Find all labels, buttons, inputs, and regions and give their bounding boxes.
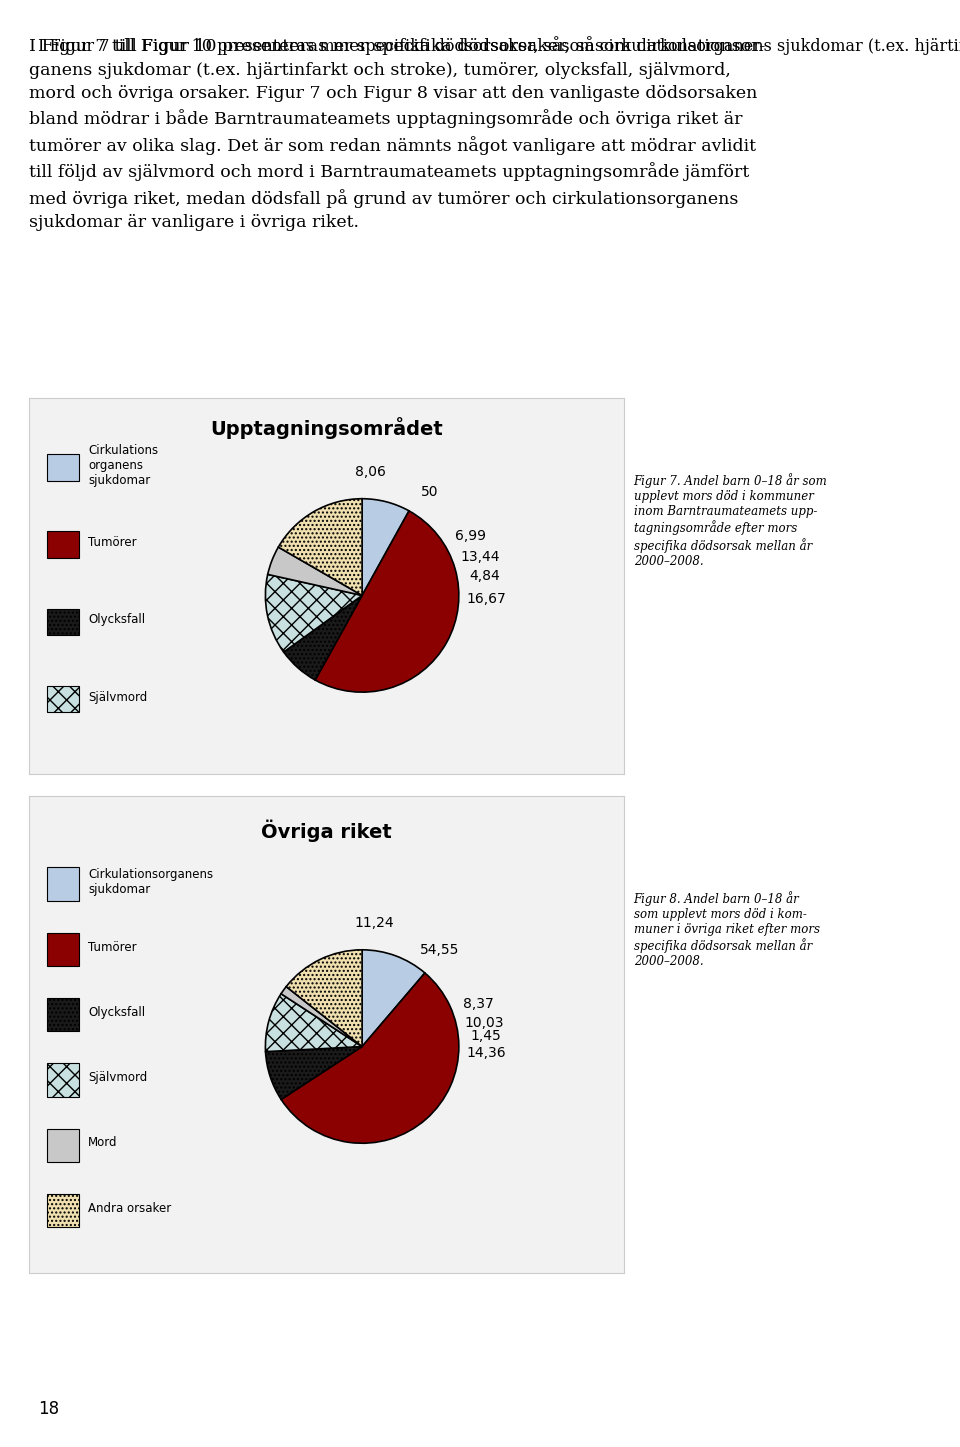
- Text: I Figur 7 till Figur 10 presenteras mer specifika dödsorsaker, såsom cirkulation: I Figur 7 till Figur 10 presenteras mer …: [38, 36, 960, 55]
- Bar: [47, 1064, 80, 1097]
- Text: Övriga riket: Övriga riket: [261, 819, 392, 842]
- Text: 18: 18: [38, 1401, 60, 1418]
- Text: Mord: Mord: [88, 1136, 118, 1149]
- Bar: [47, 686, 80, 712]
- Wedge shape: [281, 972, 459, 1143]
- Text: 11,24: 11,24: [354, 916, 394, 930]
- Text: Tumörer: Tumörer: [88, 537, 137, 550]
- Bar: [47, 609, 80, 635]
- Text: 54,55: 54,55: [420, 942, 459, 956]
- Text: Olycksfall: Olycksfall: [88, 1006, 146, 1019]
- Text: Figur 7. Andel barn 0–18 år som
upplevt mors död i kommuner
inom Barntraumateame: Figur 7. Andel barn 0–18 år som upplevt …: [634, 473, 828, 567]
- Text: 1,45: 1,45: [470, 1029, 501, 1043]
- Text: 13,44: 13,44: [460, 550, 499, 564]
- Text: 10,03: 10,03: [464, 1016, 503, 1030]
- Text: Andra orsaker: Andra orsaker: [88, 1201, 172, 1214]
- Text: Självmord: Självmord: [88, 1071, 148, 1084]
- Bar: [47, 998, 80, 1032]
- Wedge shape: [284, 596, 362, 680]
- Text: 8,37: 8,37: [463, 997, 493, 1011]
- Text: I Figur 7 till Figur 10 presenteras mer specifika dödsorsaker, såsom cirkulation: I Figur 7 till Figur 10 presenteras mer …: [29, 36, 765, 232]
- Text: Olycksfall: Olycksfall: [88, 614, 146, 627]
- Text: 16,67: 16,67: [466, 592, 506, 606]
- Text: 4,84: 4,84: [469, 569, 500, 583]
- Wedge shape: [362, 949, 425, 1046]
- Text: Upptagningsområdet: Upptagningsområdet: [210, 417, 443, 438]
- Bar: [47, 454, 80, 480]
- Text: Cirkulationsorganens
sjukdomar: Cirkulationsorganens sjukdomar: [88, 868, 213, 896]
- Text: 6,99: 6,99: [455, 530, 487, 544]
- Wedge shape: [286, 949, 362, 1046]
- Bar: [47, 867, 80, 901]
- Wedge shape: [278, 499, 362, 596]
- Bar: [47, 933, 80, 967]
- Wedge shape: [265, 994, 362, 1052]
- Bar: [47, 531, 80, 557]
- Text: Tumörer: Tumörer: [88, 941, 137, 954]
- Wedge shape: [265, 574, 362, 653]
- Wedge shape: [362, 499, 409, 596]
- Text: Figur 8. Andel barn 0–18 år
som upplevt mors död i kom-
muner i övriga riket eft: Figur 8. Andel barn 0–18 år som upplevt …: [634, 891, 820, 968]
- Bar: [47, 1194, 80, 1227]
- Text: 14,36: 14,36: [466, 1046, 506, 1059]
- Wedge shape: [281, 987, 362, 1046]
- Wedge shape: [315, 511, 459, 692]
- Text: 50: 50: [420, 485, 439, 499]
- Bar: [47, 1129, 80, 1162]
- Text: Självmord: Självmord: [88, 690, 148, 703]
- Wedge shape: [266, 1046, 362, 1100]
- Wedge shape: [268, 547, 362, 596]
- Text: Cirkulations
organens
sjukdomar: Cirkulations organens sjukdomar: [88, 444, 158, 488]
- Text: 8,06: 8,06: [355, 464, 386, 479]
